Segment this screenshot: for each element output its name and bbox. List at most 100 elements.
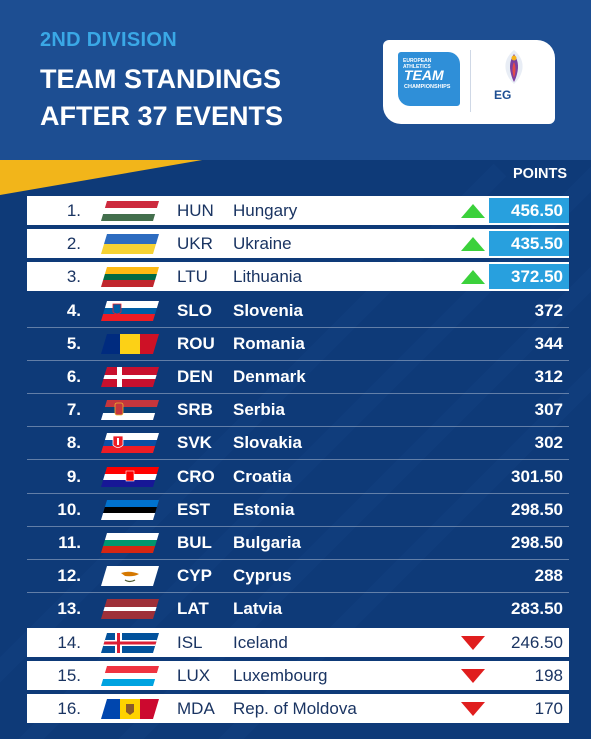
country-code: MDA	[177, 699, 215, 718]
page-subtitle: AFTER 37 EVENTS	[40, 101, 284, 131]
table-row: 8. SVK Slovakia 302	[27, 428, 569, 457]
romania-flag	[101, 333, 159, 354]
country-name: Lithuania	[233, 267, 303, 287]
rank-label: 8.	[66, 433, 81, 453]
country-code: EST	[177, 499, 211, 519]
country-code: LTU	[177, 267, 208, 287]
down-arrow-icon	[461, 635, 485, 650]
moldova-flag	[101, 699, 159, 719]
down-arrow-icon	[461, 668, 485, 683]
cyprus-flag	[101, 566, 159, 587]
event-logo: EUROPEAN ATHLETICS TEAM CHAMPIONSHIPS EG	[383, 40, 555, 124]
country-name: Bulgaria	[233, 533, 302, 552]
points-value: 312	[534, 367, 563, 386]
country-name: Denmark	[233, 367, 306, 386]
hungary-flag	[101, 201, 159, 221]
row-divider	[27, 393, 569, 394]
rank-label: 6.	[66, 367, 81, 386]
points-value: 302	[534, 433, 563, 453]
table-row: 1. HUN Hungary 456.50	[27, 196, 569, 225]
country-code: ISL	[177, 632, 203, 652]
country-name: Estonia	[233, 499, 295, 519]
points-value: 288	[534, 566, 563, 586]
slovakia-flag	[101, 433, 159, 454]
table-row: 6. DEN Denmark 312	[27, 362, 569, 391]
header-banner: 2ND DIVISION TEAM STANDINGS AFTER 37 EVE…	[0, 0, 591, 150]
down-arrow-icon	[461, 702, 485, 716]
rank-label: 16.	[57, 699, 81, 718]
table-row: 10. EST Estonia 298.50	[27, 495, 569, 524]
rank-label: 2.	[66, 234, 81, 254]
table-row: 3. LTU Lithuania 372.50	[27, 262, 569, 292]
row-divider	[27, 525, 569, 527]
country-name: Iceland	[233, 632, 288, 652]
row-divider	[27, 559, 569, 560]
country-code: CRO	[177, 466, 215, 486]
table-row: 11. BUL Bulgaria 298.50	[27, 528, 569, 557]
country-name: Serbia	[233, 400, 285, 420]
table-row: 14. ISL Iceland 246.50	[27, 627, 569, 657]
country-code: SVK	[177, 433, 212, 453]
country-name: Hungary	[233, 201, 298, 220]
country-name: Cyprus	[233, 566, 292, 586]
rank-label: 4.	[66, 300, 81, 320]
country-name: Slovenia	[233, 300, 303, 320]
row-divider	[27, 592, 569, 594]
country-code: LAT	[177, 599, 209, 619]
points-value: 298.50	[511, 533, 563, 552]
country-name: Ukraine	[233, 234, 292, 254]
lithuania-flag	[101, 267, 159, 288]
rank-label: 11.	[58, 533, 81, 552]
points-value: 344	[534, 333, 563, 353]
rank-label: 7.	[66, 400, 81, 420]
points-value: 246.50	[511, 632, 563, 652]
croatia-flag	[101, 466, 159, 487]
points-value: 307	[534, 400, 563, 420]
table-row: 7. SRB Serbia 307	[27, 395, 569, 424]
rank-label: 15.	[57, 665, 81, 685]
rank-label: 1.	[66, 201, 81, 220]
page-title: TEAM STANDINGS	[40, 64, 281, 94]
points-value: 301.50	[511, 466, 563, 486]
row-divider	[27, 492, 569, 494]
table-row: 15. LUX Luxembourg 198	[27, 660, 569, 690]
table-row: 9. CRO Croatia 301.50	[27, 462, 569, 491]
logo-divider	[470, 50, 471, 112]
country-code: SLO	[177, 300, 212, 320]
points-badge: 435.50	[489, 231, 569, 257]
table-row: 16. MDA Rep. of Moldova 170	[27, 694, 569, 723]
team-championships-logo: EUROPEAN ATHLETICS TEAM CHAMPIONSHIPS	[398, 52, 460, 106]
rank-label: 10.	[57, 499, 81, 519]
table-row: 5. ROU Romania 344	[27, 329, 569, 358]
row-divider	[27, 459, 569, 461]
points-badge: 372.50	[489, 264, 569, 290]
denmark-flag	[101, 367, 159, 387]
country-code: UKR	[177, 234, 213, 254]
country-code: HUN	[177, 201, 214, 220]
row-divider	[27, 326, 569, 328]
up-arrow-icon	[461, 270, 485, 285]
country-code: DEN	[177, 367, 213, 386]
rank-label: 3.	[66, 267, 81, 287]
table-row: 12. CYP Cyprus 288	[27, 561, 569, 590]
rank-label: 13.	[57, 599, 81, 619]
iceland-flag	[101, 632, 159, 653]
points-value: 170	[534, 699, 563, 718]
rank-label: 9.	[66, 466, 81, 486]
row-divider	[27, 426, 569, 428]
country-code: CYP	[177, 566, 212, 586]
rank-label: 14.	[57, 632, 81, 652]
country-code: BUL	[177, 533, 212, 552]
luxembourg-flag	[101, 665, 159, 686]
serbia-flag	[101, 400, 159, 421]
european-games-icon	[505, 50, 523, 84]
country-name: Croatia	[233, 466, 292, 486]
rank-label: 12.	[57, 566, 81, 586]
country-code: SRB	[177, 400, 213, 420]
slovenia-flag	[101, 300, 159, 321]
up-arrow-icon	[461, 237, 485, 252]
points-column-header: POINTS	[513, 166, 567, 182]
points-badge: 456.50	[489, 198, 569, 223]
table-row: 13. LAT Latvia 283.50	[27, 594, 569, 623]
